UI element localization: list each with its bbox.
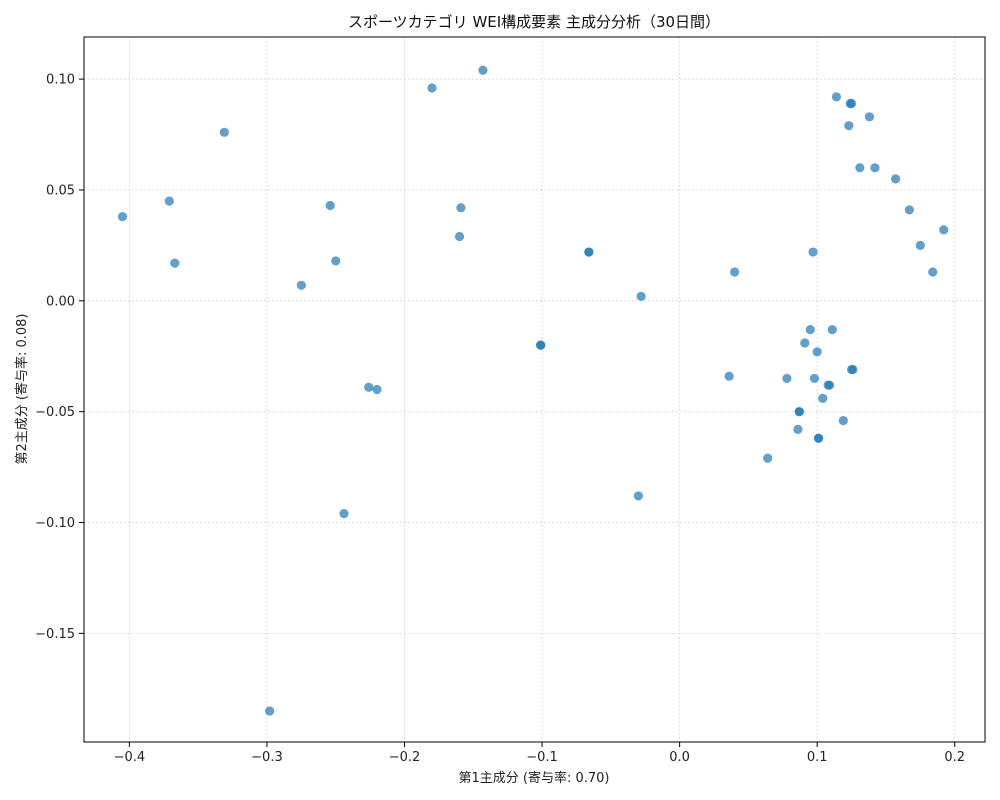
scatter-point bbox=[904, 205, 914, 215]
scatter-point bbox=[633, 491, 643, 501]
x-axis-title: 第1主成分 (寄与率: 0.70) bbox=[458, 770, 609, 786]
y-tick-label: −0.05 bbox=[35, 405, 75, 420]
plot-area-frame bbox=[83, 36, 986, 743]
scatter-point bbox=[584, 247, 594, 257]
scatter-point bbox=[848, 364, 858, 375]
data-points bbox=[117, 65, 949, 716]
scatter-point bbox=[372, 384, 382, 395]
y-tick-label: −0.15 bbox=[35, 627, 75, 642]
scatter-point bbox=[364, 382, 374, 392]
scatter-point bbox=[793, 424, 803, 435]
scatter-point bbox=[536, 340, 546, 350]
scatter-point bbox=[724, 371, 734, 381]
scatter-point bbox=[454, 231, 465, 242]
scatter-point bbox=[265, 706, 275, 716]
x-tick-label: 0.0 bbox=[669, 750, 690, 765]
scatter-point bbox=[855, 163, 865, 173]
y-tick-label: 0.00 bbox=[46, 294, 75, 309]
x-tick-label: −0.4 bbox=[114, 750, 146, 765]
scatter-point bbox=[331, 256, 341, 266]
scatter-point bbox=[808, 247, 818, 257]
scatter-point bbox=[844, 121, 854, 131]
scatter-point bbox=[478, 65, 488, 75]
y-tick-label: 0.05 bbox=[46, 183, 75, 198]
scatter-point bbox=[846, 98, 857, 109]
scatter-point bbox=[325, 200, 335, 211]
x-tick-label: −0.1 bbox=[526, 750, 558, 765]
scatter-point bbox=[339, 509, 349, 519]
scatter-point bbox=[800, 338, 810, 348]
grid bbox=[84, 37, 985, 742]
chart-title: スポーツカテゴリ WEI構成要素 主成分分析（30日間） bbox=[348, 13, 720, 31]
scatter-point bbox=[809, 373, 820, 384]
x-tick-label: 0.2 bbox=[944, 750, 965, 765]
scatter-point bbox=[915, 240, 925, 250]
x-axis: −0.4 −0.3 −0.2 −0.1 0.0 0.1 0.2 bbox=[114, 742, 965, 765]
scatter-point bbox=[219, 127, 229, 137]
scatter-point bbox=[864, 112, 875, 122]
scatter-point bbox=[730, 267, 740, 277]
scatter-point bbox=[813, 433, 824, 443]
scatter-point bbox=[827, 325, 837, 335]
scatter-point bbox=[164, 196, 174, 206]
y-axis-title: 第2主成分 (寄与率: 0.08) bbox=[14, 313, 30, 464]
scatter-point bbox=[890, 174, 901, 184]
scatter-point bbox=[296, 280, 306, 290]
y-tick-label: −0.10 bbox=[35, 516, 75, 531]
scatter-point bbox=[794, 407, 804, 417]
scatter-point bbox=[818, 393, 828, 403]
scatter-point bbox=[456, 203, 466, 213]
scatter-point bbox=[831, 92, 842, 102]
scatter-point bbox=[824, 380, 835, 390]
scatter-point bbox=[782, 373, 792, 384]
y-tick-label: 0.10 bbox=[46, 73, 75, 88]
scatter-point bbox=[812, 347, 822, 357]
scatter-point bbox=[928, 267, 938, 277]
scatter-point bbox=[427, 83, 437, 93]
scatter-point bbox=[170, 258, 180, 268]
scatter-point bbox=[838, 415, 848, 426]
scatter-point bbox=[939, 225, 949, 235]
scatter-point bbox=[117, 211, 128, 222]
x-tick-label: −0.3 bbox=[251, 750, 283, 765]
scatter-point bbox=[805, 325, 815, 335]
x-tick-label: 0.1 bbox=[807, 750, 828, 765]
x-tick-label: −0.2 bbox=[389, 750, 421, 765]
y-axis: −0.15 −0.10 −0.05 0.00 0.05 0.10 bbox=[35, 73, 84, 642]
scatter-point bbox=[763, 453, 773, 463]
scatter-point bbox=[870, 163, 880, 173]
scatter-point bbox=[636, 291, 646, 301]
